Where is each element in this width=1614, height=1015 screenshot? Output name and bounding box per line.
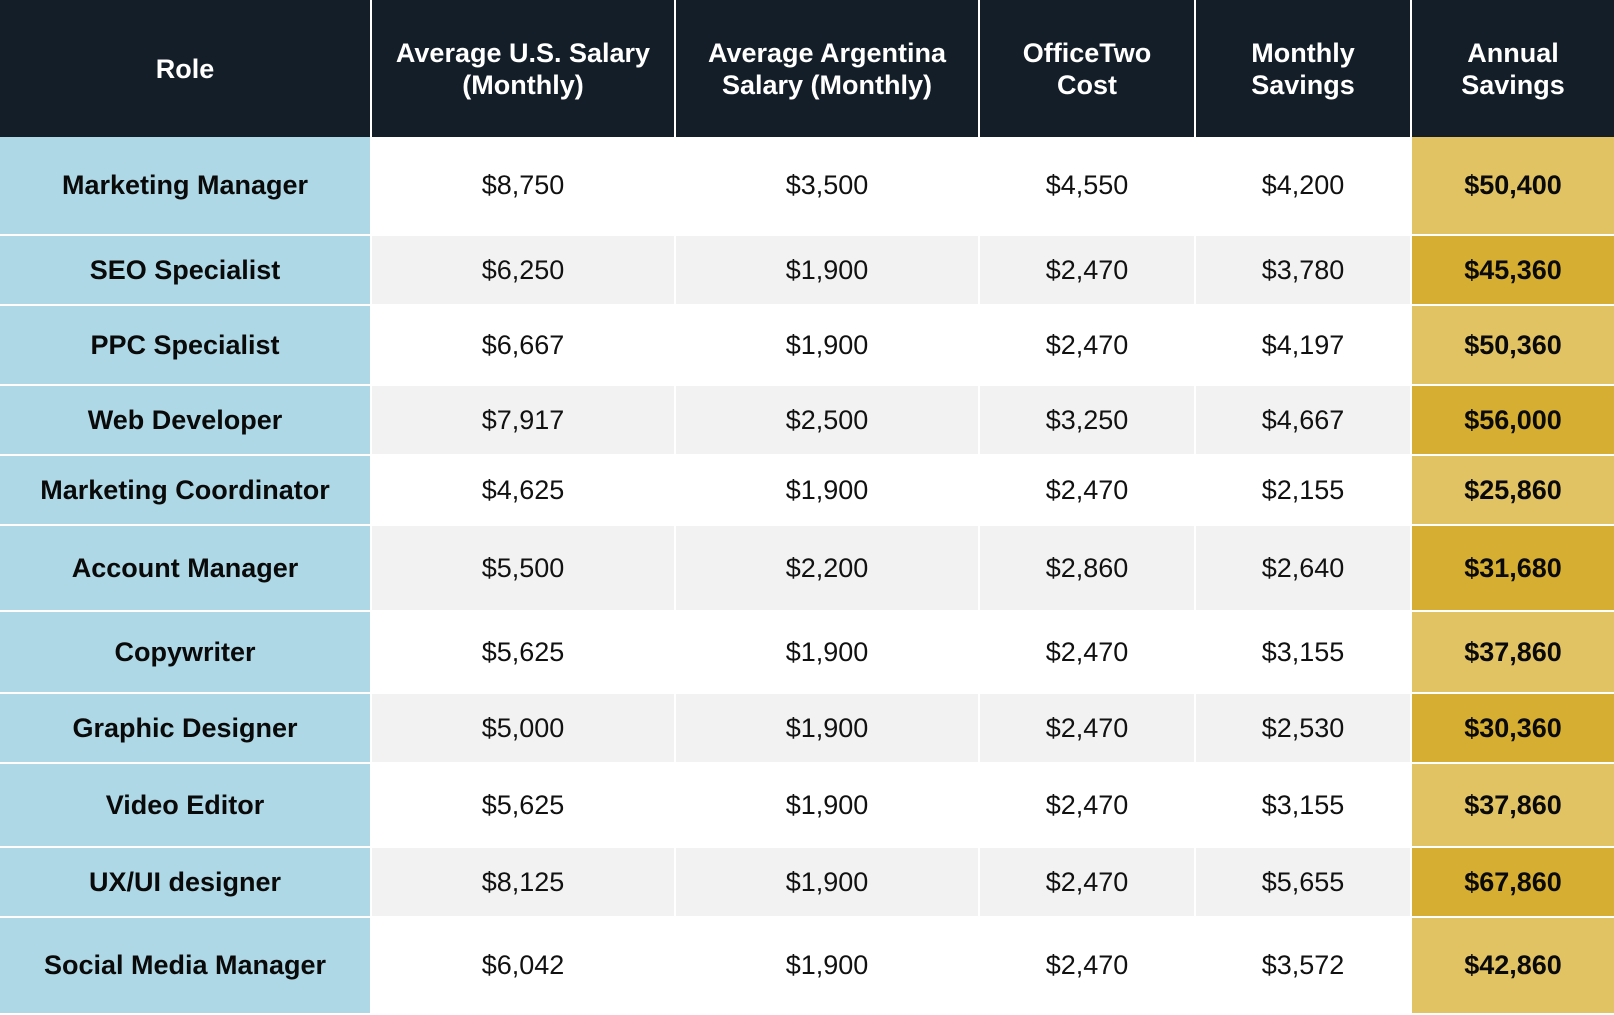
table-row: Web Developer $7,917 $2,500 $3,250 $4,66…	[0, 385, 1614, 456]
role-cell: Marketing Coordinator	[0, 455, 372, 526]
officetwo-cost-cell: $2,470	[979, 763, 1196, 848]
argentina-salary-cell: $1,900	[675, 847, 980, 918]
us-salary-cell: $6,042	[371, 917, 676, 1015]
table-row: Video Editor $5,625 $1,900 $2,470 $3,155…	[0, 763, 1614, 848]
annual-savings-cell: $31,680	[1411, 525, 1614, 612]
monthly-savings-cell: $3,572	[1195, 917, 1412, 1015]
argentina-salary-cell: $1,900	[675, 611, 980, 694]
us-salary-cell: $6,667	[371, 305, 676, 386]
header-argentina-salary: Average Argentina Salary (Monthly)	[675, 0, 980, 137]
header-officetwo-cost: OfficeTwo Cost	[979, 0, 1196, 137]
us-salary-cell: $5,500	[371, 525, 676, 612]
officetwo-cost-cell: $2,470	[979, 455, 1196, 526]
us-salary-cell: $8,750	[371, 137, 676, 236]
argentina-salary-cell: $3,500	[675, 137, 980, 236]
us-salary-cell: $5,625	[371, 763, 676, 848]
annual-savings-cell: $50,400	[1411, 137, 1614, 236]
monthly-savings-cell: $3,155	[1195, 763, 1412, 848]
annual-savings-cell: $37,860	[1411, 763, 1614, 848]
argentina-salary-cell: $2,500	[675, 385, 980, 456]
role-cell: Web Developer	[0, 385, 372, 456]
table-row: Marketing Manager $8,750 $3,500 $4,550 $…	[0, 137, 1614, 236]
officetwo-cost-cell: $4,550	[979, 137, 1196, 236]
annual-savings-cell: $67,860	[1411, 847, 1614, 918]
role-cell: SEO Specialist	[0, 235, 372, 306]
argentina-salary-cell: $1,900	[675, 693, 980, 764]
us-salary-cell: $7,917	[371, 385, 676, 456]
table-row: UX/UI designer $8,125 $1,900 $2,470 $5,6…	[0, 847, 1614, 918]
role-cell: Video Editor	[0, 763, 372, 848]
annual-savings-cell: $30,360	[1411, 693, 1614, 764]
officetwo-cost-cell: $3,250	[979, 385, 1196, 456]
role-cell: Account Manager	[0, 525, 372, 612]
monthly-savings-cell: $4,197	[1195, 305, 1412, 386]
table-row: Social Media Manager $6,042 $1,900 $2,47…	[0, 917, 1614, 1015]
monthly-savings-cell: $3,780	[1195, 235, 1412, 306]
table-row: Account Manager $5,500 $2,200 $2,860 $2,…	[0, 525, 1614, 612]
officetwo-cost-cell: $2,470	[979, 847, 1196, 918]
role-cell: Social Media Manager	[0, 917, 372, 1015]
monthly-savings-cell: $3,155	[1195, 611, 1412, 694]
us-salary-cell: $5,000	[371, 693, 676, 764]
header-monthly-savings: Monthly Savings	[1195, 0, 1412, 137]
role-cell: PPC Specialist	[0, 305, 372, 386]
table-row: PPC Specialist $6,667 $1,900 $2,470 $4,1…	[0, 305, 1614, 386]
officetwo-cost-cell: $2,470	[979, 235, 1196, 306]
argentina-salary-cell: $1,900	[675, 235, 980, 306]
table-body: Marketing Manager $8,750 $3,500 $4,550 $…	[0, 137, 1614, 1015]
us-salary-cell: $6,250	[371, 235, 676, 306]
table-header: Role Average U.S. Salary (Monthly) Averag…	[0, 0, 1614, 137]
role-cell: UX/UI designer	[0, 847, 372, 918]
monthly-savings-cell: $2,155	[1195, 455, 1412, 526]
monthly-savings-cell: $2,530	[1195, 693, 1412, 764]
role-cell: Graphic Designer	[0, 693, 372, 764]
us-salary-cell: $8,125	[371, 847, 676, 918]
us-salary-cell: $4,625	[371, 455, 676, 526]
annual-savings-cell: $37,860	[1411, 611, 1614, 694]
table-row: Graphic Designer $5,000 $1,900 $2,470 $2…	[0, 693, 1614, 764]
monthly-savings-cell: $5,655	[1195, 847, 1412, 918]
monthly-savings-cell: $2,640	[1195, 525, 1412, 612]
argentina-salary-cell: $1,900	[675, 763, 980, 848]
annual-savings-cell: $56,000	[1411, 385, 1614, 456]
table-row: Copywriter $5,625 $1,900 $2,470 $3,155 $…	[0, 611, 1614, 694]
annual-savings-cell: $45,360	[1411, 235, 1614, 306]
annual-savings-cell: $50,360	[1411, 305, 1614, 386]
annual-savings-cell: $42,860	[1411, 917, 1614, 1015]
us-salary-cell: $5,625	[371, 611, 676, 694]
argentina-salary-cell: $1,900	[675, 455, 980, 526]
table-row: SEO Specialist $6,250 $1,900 $2,470 $3,7…	[0, 235, 1614, 306]
header-us-salary: Average U.S. Salary (Monthly)	[371, 0, 676, 137]
officetwo-cost-cell: $2,470	[979, 693, 1196, 764]
annual-savings-cell: $25,860	[1411, 455, 1614, 526]
header-row: Role Average U.S. Salary (Monthly) Averag…	[0, 0, 1614, 137]
header-role: Role	[0, 0, 372, 137]
argentina-salary-cell: $2,200	[675, 525, 980, 612]
officetwo-cost-cell: $2,470	[979, 611, 1196, 694]
officetwo-cost-cell: $2,470	[979, 305, 1196, 386]
officetwo-cost-cell: $2,470	[979, 917, 1196, 1015]
argentina-salary-cell: $1,900	[675, 917, 980, 1015]
table-row: Marketing Coordinator $4,625 $1,900 $2,4…	[0, 455, 1614, 526]
role-cell: Copywriter	[0, 611, 372, 694]
monthly-savings-cell: $4,200	[1195, 137, 1412, 236]
role-cell: Marketing Manager	[0, 137, 372, 236]
header-annual-savings: Annual Savings	[1411, 0, 1614, 137]
monthly-savings-cell: $4,667	[1195, 385, 1412, 456]
argentina-salary-cell: $1,900	[675, 305, 980, 386]
officetwo-cost-cell: $2,860	[979, 525, 1196, 612]
